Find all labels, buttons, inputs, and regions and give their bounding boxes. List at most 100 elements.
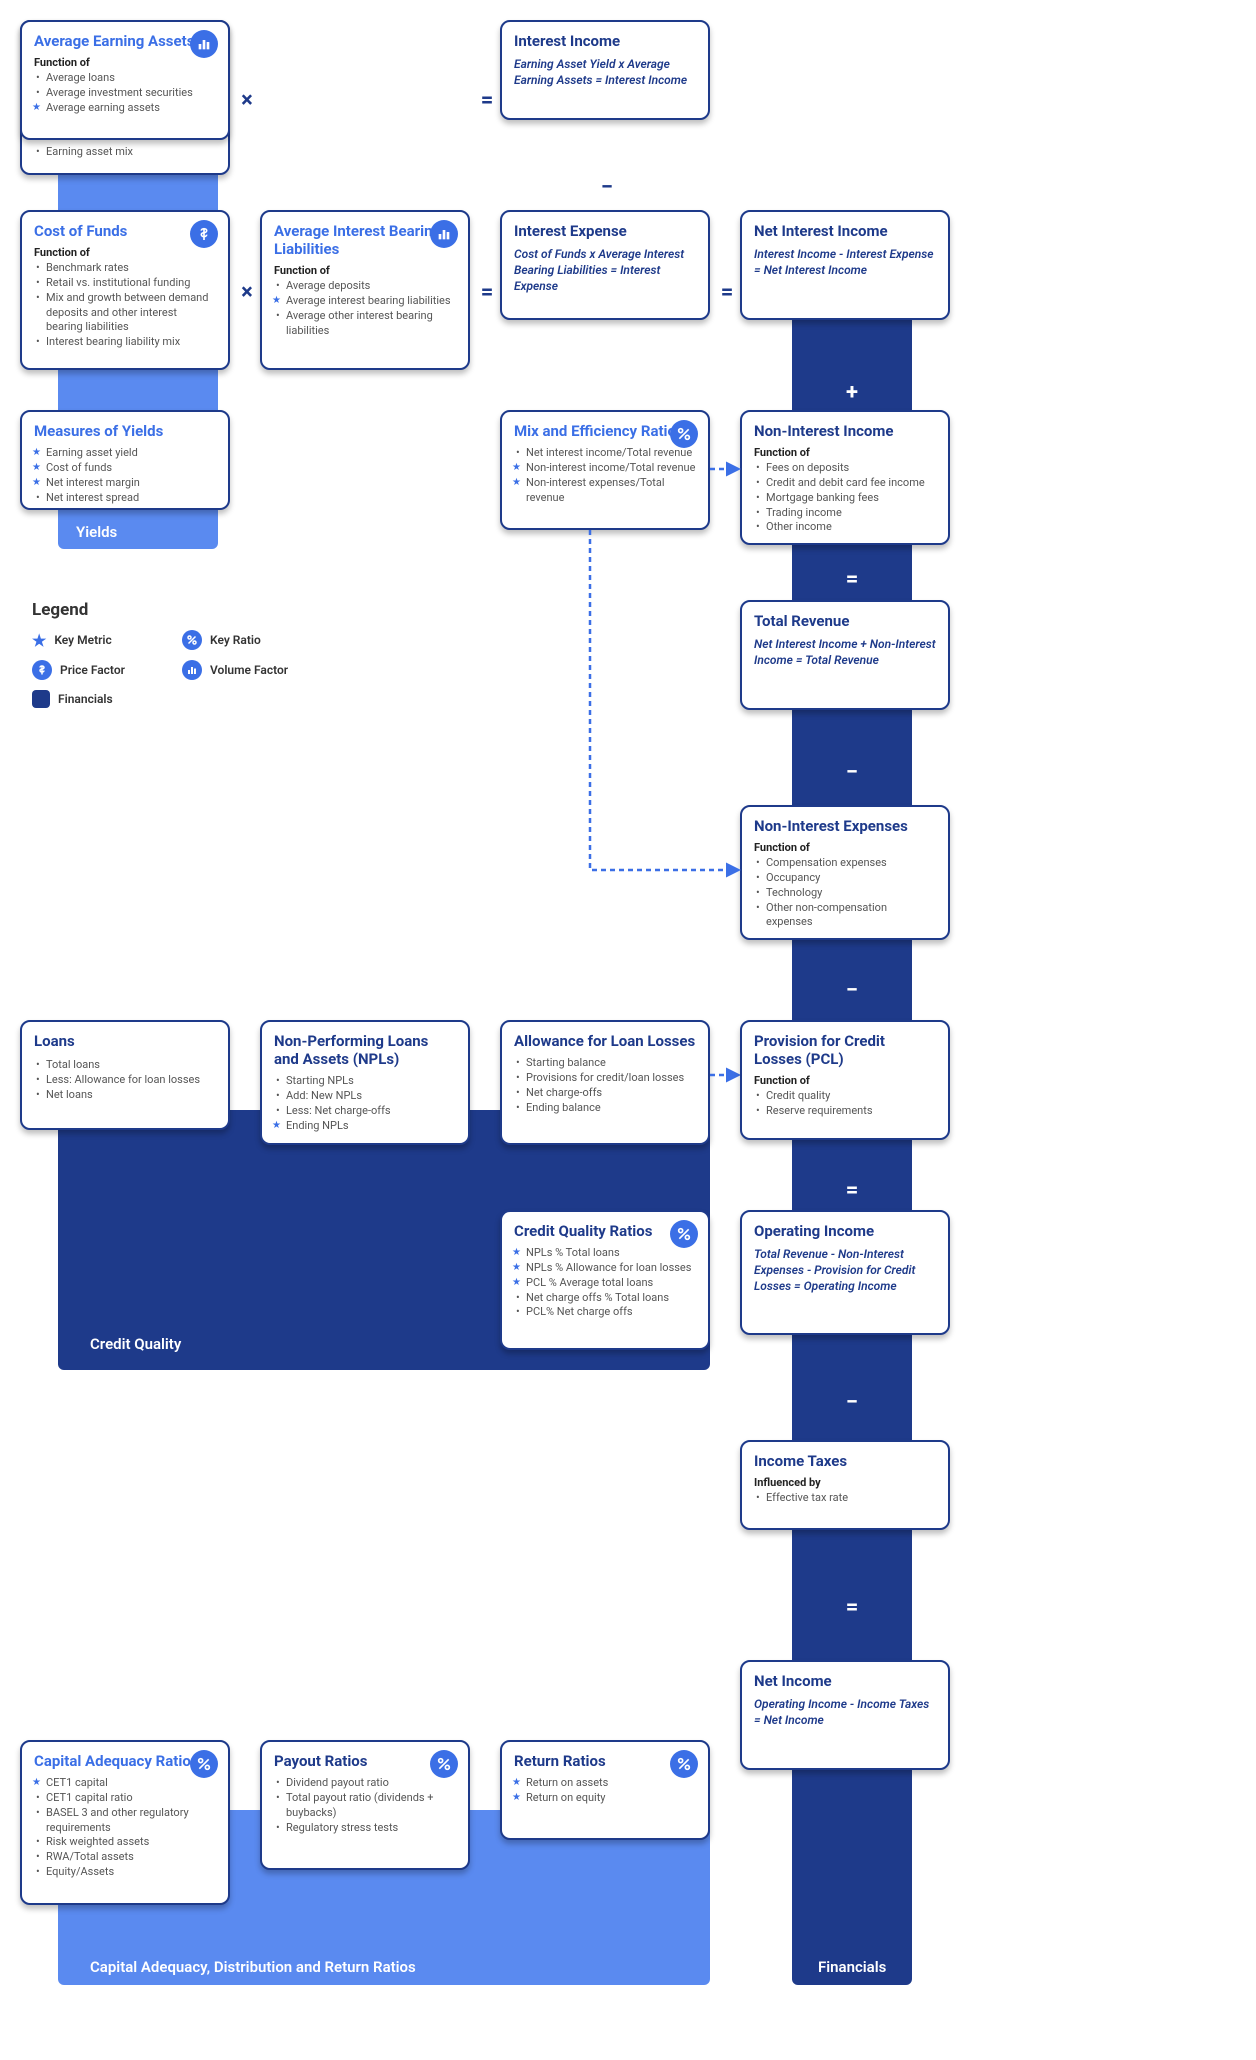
bullet-item: Trading income (754, 506, 936, 521)
dashed-arrow-2 (580, 530, 750, 880)
bullet-item: Credit quality (754, 1089, 936, 1104)
bullet-item: Total loans (34, 1058, 216, 1073)
bullet-item: Starting NPLs (274, 1074, 456, 1089)
bullet-item: Regulatory stress tests (274, 1821, 456, 1836)
box-capital-adequacy: Capital Adequacy Ratios CET1 capitalCET1… (20, 1740, 230, 1905)
bullet-item: Technology (754, 886, 936, 901)
bullet-item: Mortgage banking fees (754, 491, 936, 506)
dashed-arrow-3 (710, 1070, 740, 1080)
formula: Interest Income - Interest Expense = Net… (754, 246, 936, 278)
box-income-taxes: Income Taxes Influenced by Effective tax… (740, 1440, 950, 1530)
sub: Influenced by (754, 1476, 936, 1489)
op-times-2: × (235, 280, 259, 304)
bullet-item: Starting balance (514, 1056, 696, 1071)
square-icon (32, 690, 50, 708)
title: Total Revenue (754, 612, 936, 630)
bullets: NPLs % Total loansNPLs % Allowance for l… (514, 1246, 696, 1320)
bullets: Average loansAverage investment securiti… (34, 71, 216, 116)
percent-icon (430, 1750, 458, 1778)
bullet-item: Average earning assets (34, 101, 216, 116)
bullets: CET1 capitalCET1 capital ratioBASEL 3 an… (34, 1776, 216, 1880)
box-npls: Non-Performing Loans and Assets (NPLs) S… (260, 1020, 470, 1145)
box-payout-ratios: Payout Ratios Dividend payout ratioTotal… (260, 1740, 470, 1870)
bullet-item: Fees on deposits (754, 461, 936, 476)
box-mix-efficiency: Mix and Efficiency Ratios Net interest i… (500, 410, 710, 530)
bullet-item: Ending NPLs (274, 1119, 456, 1134)
title: Net Interest Income (754, 222, 936, 240)
bullet-item: Benchmark rates (34, 261, 216, 276)
box-total-revenue: Total Revenue Net Interest Income + Non-… (740, 600, 950, 710)
bullet-item: Other non-compensation expenses (754, 901, 936, 931)
bullet-item: Add: New NPLs (274, 1089, 456, 1104)
title: Credit Quality Ratios (514, 1222, 696, 1240)
bullet-item: Average other interest bearing liabiliti… (274, 309, 456, 339)
box-credit-ratios: Credit Quality Ratios NPLs % Total loans… (500, 1210, 710, 1350)
bullet-item: Average deposits (274, 279, 456, 294)
legend-key-metric: ★ Key Metric (32, 630, 152, 650)
sub: Function of (754, 1074, 936, 1087)
bullet-item: Net charge offs % Total loans (514, 1291, 696, 1306)
title: Return Ratios (514, 1752, 696, 1770)
title: Loans (34, 1032, 216, 1050)
box-avg-earning-assets: Average Earning Assets Function of Avera… (20, 20, 230, 140)
bullets: Return on assetsReturn on equity (514, 1776, 696, 1806)
box-measures-of-yields: Measures of Yields Earning asset yieldCo… (20, 410, 230, 510)
bullet-item: Provisions for credit/loan losses (514, 1071, 696, 1086)
op-eq-1: = (475, 88, 499, 112)
legend: Legend ★ Key Metric Key Ratio Price Fact… (32, 600, 312, 718)
bullet-item: PCL% Net charge offs (514, 1305, 696, 1320)
bullet-item: Average investment securities (34, 86, 216, 101)
dashed-arrow-1 (710, 464, 740, 474)
percent-icon (182, 630, 202, 650)
box-net-income: Net Income Operating Income - Income Tax… (740, 1660, 950, 1770)
op-minus-1: − (595, 175, 619, 199)
bullet-item: Total payout ratio (dividends + buybacks… (274, 1791, 456, 1821)
box-allowance: Allowance for Loan Losses Starting balan… (500, 1020, 710, 1145)
formula: Earning Asset Yield x Average Earning As… (514, 56, 696, 88)
bullet-item: Net interest spread (34, 491, 216, 506)
bullets: Compensation expensesOccupancyTechnology… (754, 856, 936, 930)
box-operating-income: Operating Income Total Revenue - Non-Int… (740, 1210, 950, 1335)
op-times-1: × (235, 88, 259, 112)
sub: Function of (34, 246, 216, 259)
box-return-ratios: Return Ratios Return on assetsReturn on … (500, 1740, 710, 1840)
box-non-interest-expenses: Non-Interest Expenses Function of Compen… (740, 805, 950, 940)
bullets: Benchmark ratesRetail vs. institutional … (34, 261, 216, 350)
op-eq-6: = (840, 1595, 864, 1619)
bullet-item: CET1 capital ratio (34, 1791, 216, 1806)
formula: Operating Income - Income Taxes = Net In… (754, 1696, 936, 1728)
box-non-interest-income: Non-Interest Income Function of Fees on … (740, 410, 950, 545)
bullets: Net interest income/Total revenueNon-int… (514, 446, 696, 505)
bullet-item: Net interest income/Total revenue (514, 446, 696, 461)
op-plus-1: + (840, 380, 864, 404)
bullet-item: Average interest bearing liabilities (274, 294, 456, 309)
sub: Function of (754, 841, 936, 854)
bullets: Dividend payout ratioTotal payout ratio … (274, 1776, 456, 1835)
bullet-item: Return on equity (514, 1791, 696, 1806)
percent-icon (190, 1750, 218, 1778)
bullets: Total loansLess: Allowance for loan loss… (34, 1058, 216, 1103)
legend-title: Legend (32, 600, 312, 620)
legend-financials: Financials (32, 690, 152, 708)
bullet-item: Risk weighted assets (34, 1835, 216, 1850)
box-avg-ibl: Average Interest Bearing Liabilities Fun… (260, 210, 470, 370)
label-credit: Credit Quality (90, 1335, 181, 1353)
star-icon: ★ (32, 631, 46, 650)
op-eq-4: = (840, 567, 864, 591)
title: Mix and Efficiency Ratios (514, 422, 696, 440)
bullets: Average depositsAverage interest bearing… (274, 279, 456, 338)
bullets: Fees on depositsCredit and debit card fe… (754, 461, 936, 535)
box-net-interest-income: Net Interest Income Interest Income - In… (740, 210, 950, 320)
sub: Function of (34, 56, 216, 69)
box-interest-income: Interest Income Earning Asset Yield x Av… (500, 20, 710, 120)
bullets: Effective tax rate (754, 1491, 936, 1506)
formula: Cost of Funds x Average Interest Bearing… (514, 246, 696, 295)
bullet-item: Other income (754, 520, 936, 535)
bullet-item: NPLs % Allowance for loan losses (514, 1261, 696, 1276)
bullets: Credit qualityReserve requirements (754, 1089, 936, 1119)
title: Average Interest Bearing Liabilities (274, 222, 456, 258)
percent-icon (670, 1750, 698, 1778)
title: Non-Interest Expenses (754, 817, 936, 835)
bullet-item: PCL % Average total loans (514, 1276, 696, 1291)
op-minus-2: − (840, 760, 864, 784)
